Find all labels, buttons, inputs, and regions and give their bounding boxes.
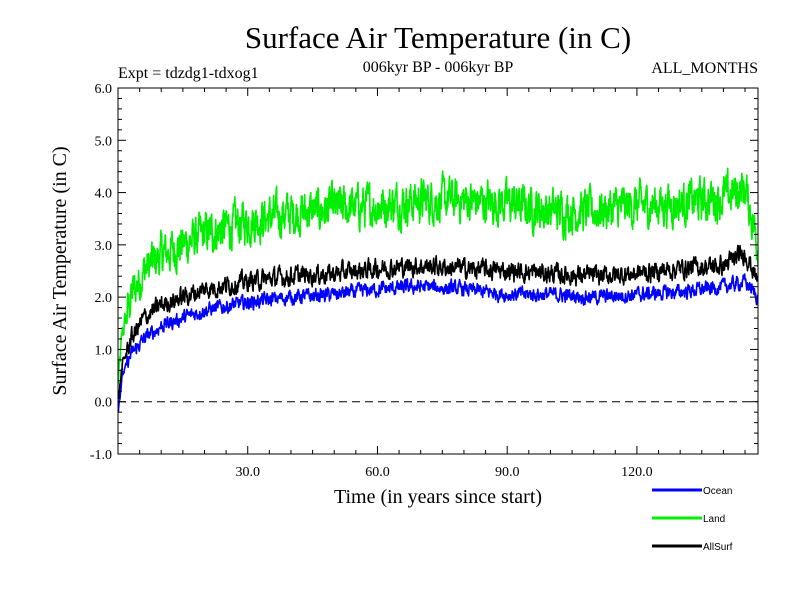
x-tick-label: 60.0 — [365, 465, 390, 480]
y-tick-label: 4.0 — [95, 187, 113, 202]
experiment-label: Expt = tdzdg1-tdxog1 — [118, 65, 259, 82]
axes-layer: -1.0 0.0 1.0 2.0 3.0 4.0 5.0 6.0 30.0 60.0 90.0 120… — [90, 82, 759, 480]
x-tick-label: 120.0 — [621, 465, 653, 480]
legend-label: AllSurf — [703, 542, 733, 553]
legend-entry-allsurf: AllSurf — [652, 542, 733, 553]
legend-entry-land: Land — [652, 514, 725, 525]
series-line-ocean — [118, 273, 758, 413]
legend-label: Ocean — [703, 486, 732, 497]
series-line-land — [118, 167, 758, 385]
legend: Ocean Land AllSurf — [652, 486, 733, 553]
series-line-allsurf — [118, 244, 758, 400]
y-tick-label: 2.0 — [95, 291, 113, 306]
plot-frame — [117, 87, 759, 455]
period-label: 006kyr BP - 006kyr BP — [363, 59, 514, 76]
y-tick-label: 6.0 — [95, 82, 113, 97]
legend-entry-ocean: Ocean — [652, 486, 732, 497]
chart-title: Surface Air Temperature (in C) — [245, 20, 631, 55]
series-layer — [118, 167, 758, 413]
y-tick-label: 3.0 — [95, 239, 113, 254]
y-tick-label: 5.0 — [95, 134, 113, 149]
legend-label: Land — [703, 514, 725, 525]
months-label: ALL_MONTHS — [651, 60, 758, 77]
x-tick-label: 90.0 — [495, 465, 520, 480]
y-tick-label: -1.0 — [90, 448, 112, 463]
x-tick-label: 30.0 — [235, 465, 260, 480]
y-axis-label: Surface Air Temperature (in C) — [49, 146, 71, 395]
y-tick-label: 0.0 — [95, 396, 113, 411]
y-tick-label: 1.0 — [95, 343, 113, 358]
x-axis-label: Time (in years since start) — [334, 486, 542, 508]
